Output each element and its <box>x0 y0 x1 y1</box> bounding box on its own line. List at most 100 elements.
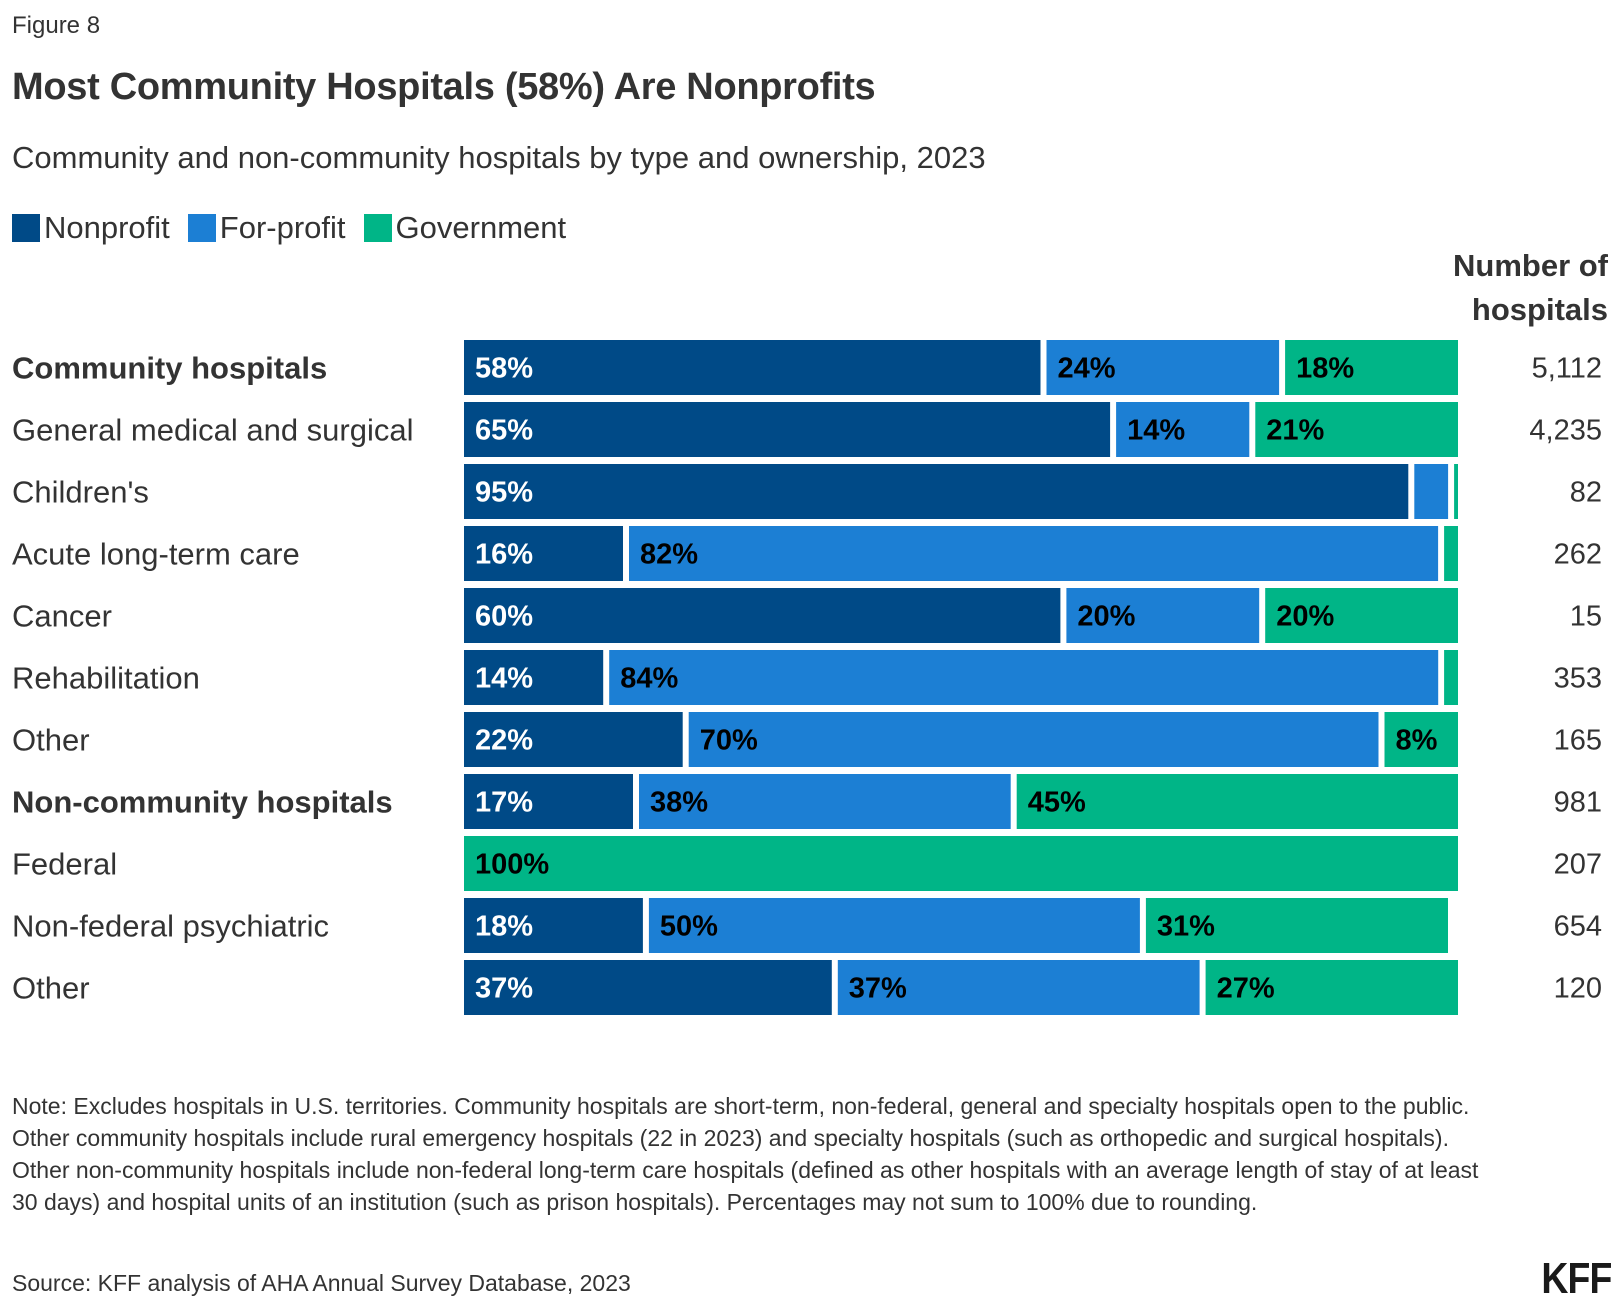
bar-segment-government <box>1444 526 1458 581</box>
category-label: Children's <box>12 475 149 510</box>
bar-row-non-community-hospitals: Non-community hospitals 17% 38% 45% 981 <box>12 774 1602 829</box>
legend-item-government: Government <box>363 210 566 246</box>
data-label-for-profit: 50% <box>660 911 718 943</box>
bar-segment-government <box>1454 464 1458 519</box>
hospital-count: 15 <box>1570 601 1602 633</box>
bar-segment-for-profit <box>837 960 1200 1015</box>
bar-segment-nonprofit <box>464 402 1111 457</box>
chart-source: Source: KFF analysis of AHA Annual Surve… <box>12 1270 631 1296</box>
data-label-nonprofit: 95% <box>475 477 533 509</box>
bar-segment-for-profit <box>639 774 1011 829</box>
hospital-count: 120 <box>1554 973 1602 1005</box>
data-label-nonprofit: 16% <box>475 539 533 571</box>
bar-segment-for-profit <box>648 898 1140 953</box>
data-label-government: 20% <box>1276 601 1334 633</box>
bar-row-community-hospitals: Community hospitals 58% 24% 18% 5,112 <box>12 340 1602 395</box>
bar-row-acute-long-term-care: Acute long-term care 16% 82% 262 <box>12 526 1602 581</box>
data-label-nonprofit: 22% <box>475 725 533 757</box>
bar-segment-for-profit <box>1414 464 1449 519</box>
data-label-government: 8% <box>1396 725 1438 757</box>
figure-label: Figure 8 <box>12 12 101 39</box>
bar-segment-government <box>1205 960 1458 1015</box>
bar-row-other: Other 22% 70% 8% 165 <box>12 712 1602 767</box>
data-label-for-profit: 14% <box>1127 415 1185 447</box>
data-label-for-profit: 38% <box>650 787 708 819</box>
hospital-count: 353 <box>1554 663 1602 695</box>
bar-segment-nonprofit <box>464 960 832 1015</box>
bar-row-general-medical-and-surgical: General medical and surgical 65% 14% 21% 4,2… <box>12 402 1602 457</box>
bar-segment-government <box>1145 898 1448 953</box>
bar-segment-for-profit <box>1066 588 1260 643</box>
bar-segment-nonprofit <box>464 650 604 705</box>
hospital-count: 981 <box>1554 787 1602 819</box>
data-label-nonprofit: 58% <box>475 353 533 385</box>
legend-label-for-profit: For-profit <box>219 210 346 245</box>
bar-row-cancer: Cancer 60% 20% 20% 15 <box>12 588 1602 643</box>
category-label: Community hospitals <box>12 351 327 386</box>
bar-segment-nonprofit <box>464 588 1061 643</box>
data-label-for-profit: 24% <box>1058 353 1116 385</box>
legend-item-for-profit: For-profit <box>187 210 346 246</box>
chart-subtitle: Community and non-community hospitals by… <box>12 140 986 175</box>
data-label-government: 18% <box>1296 353 1354 385</box>
data-label-for-profit: 37% <box>849 973 907 1005</box>
category-label: Non-federal psychiatric <box>12 909 329 944</box>
hospital-count: 4,235 <box>1529 415 1602 447</box>
bar-segment-government <box>464 836 1458 891</box>
bar-segment-nonprofit <box>464 774 633 829</box>
data-label-government: 100% <box>475 849 549 881</box>
data-label-for-profit: 20% <box>1077 601 1135 633</box>
category-label: Non-community hospitals <box>12 785 393 820</box>
hospital-count: 262 <box>1554 539 1602 571</box>
bar-row-rehabilitation: Rehabilitation 14% 84% 353 <box>12 650 1602 705</box>
count-header-line-1: Number of <box>1453 248 1608 283</box>
data-label-nonprofit: 14% <box>475 663 533 695</box>
hospital-count: 82 <box>1570 477 1602 509</box>
bar-segment-nonprofit <box>464 898 643 953</box>
category-label: Acute long-term care <box>12 537 300 572</box>
category-label: Rehabilitation <box>12 661 200 696</box>
chart-title: Most Community Hospitals (58%) Are Nonpr… <box>12 66 876 108</box>
hospital-count: 207 <box>1554 849 1602 881</box>
data-label-nonprofit: 17% <box>475 787 533 819</box>
data-label-for-profit: 70% <box>700 725 758 757</box>
legend: Nonprofit For-profit Government <box>12 210 584 246</box>
hospital-count: 5,112 <box>1532 353 1602 385</box>
bar-segment-for-profit <box>609 650 1439 705</box>
data-label-government: 31% <box>1157 911 1215 943</box>
legend-swatch-nonprofit <box>12 214 40 242</box>
bar-segment-nonprofit <box>464 712 683 767</box>
bar-segment-for-profit <box>688 712 1379 767</box>
legend-swatch-for-profit <box>187 214 216 242</box>
kff-logo: KFF <box>1541 1254 1613 1303</box>
category-label: Other <box>12 723 90 758</box>
bar-row-non-federal-psychiatric: Non-federal psychiatric 18% 50% 31% 654 <box>12 898 1602 953</box>
bar-segment-nonprofit <box>464 526 623 581</box>
bar-segment-government <box>1016 774 1458 829</box>
hospital-count: 165 <box>1554 725 1602 757</box>
data-label-for-profit: 84% <box>620 663 678 695</box>
bar-segment-for-profit <box>1116 402 1250 457</box>
category-label: Other <box>12 971 90 1006</box>
bar-segment-government <box>1255 402 1458 457</box>
data-label-nonprofit: 60% <box>475 601 533 633</box>
hospital-count: 654 <box>1554 911 1602 943</box>
bar-segment-nonprofit <box>464 340 1041 395</box>
bar-segment-government <box>1444 650 1458 705</box>
data-label-government: 45% <box>1028 787 1086 819</box>
data-label-nonprofit: 18% <box>475 911 533 943</box>
bar-segment-government <box>1265 588 1458 643</box>
data-label-nonprofit: 65% <box>475 415 533 447</box>
count-column-header: Number of hospitals <box>1348 244 1608 332</box>
data-label-government: 21% <box>1266 415 1324 447</box>
data-label-nonprofit: 37% <box>475 973 533 1005</box>
bar-row-children-s: Children's 95% 82 <box>12 464 1602 519</box>
bar-segment-for-profit <box>1046 340 1280 395</box>
legend-swatch-government <box>363 214 392 242</box>
bar-segment-for-profit <box>629 526 1439 581</box>
data-label-government: 27% <box>1217 973 1275 1005</box>
bar-segment-government <box>1384 712 1458 767</box>
legend-item-nonprofit: Nonprofit <box>12 210 170 246</box>
chart-note: Note: Excludes hospitals in U.S. territo… <box>12 1093 1479 1215</box>
